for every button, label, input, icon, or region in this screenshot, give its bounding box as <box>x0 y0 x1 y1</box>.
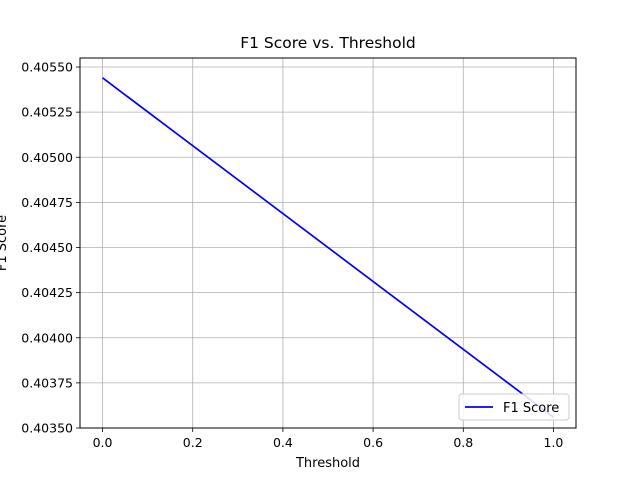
legend-label: F1 Score <box>503 401 559 416</box>
y-tick-label: 0.40425 <box>21 285 73 300</box>
y-tick-label: 0.40350 <box>21 421 73 436</box>
x-axis-label: Threshold <box>295 456 360 471</box>
y-tick-label: 0.40525 <box>21 105 73 120</box>
y-axis-label: F1 Score <box>0 215 10 271</box>
y-tick-label: 0.40450 <box>21 240 73 255</box>
x-tick-label: 0.8 <box>453 435 473 450</box>
y-tick-label: 0.40475 <box>21 195 73 210</box>
chart-title: F1 Score vs. Threshold <box>240 34 416 52</box>
legend: F1 Score <box>458 393 570 421</box>
plot-frame <box>79 57 577 429</box>
series-line-f1-score <box>102 77 554 418</box>
series-layer <box>102 77 554 418</box>
y-tick-label: 0.40550 <box>21 60 73 75</box>
x-tick-label: 1.0 <box>544 435 564 450</box>
x-tick-label: 0.6 <box>363 435 383 450</box>
x-tick-label: 0.0 <box>93 435 113 450</box>
x-tick-label: 0.4 <box>273 435 293 450</box>
y-axis-ticks: 0.40350 0.40375 0.40400 0.40425 0.40450 0.404… <box>21 60 80 436</box>
y-tick-label: 0.40375 <box>21 375 73 390</box>
y-tick-label: 0.40400 <box>21 330 73 345</box>
y-tick-label: 0.40500 <box>21 150 73 165</box>
x-axis-ticks: 0.0 0.2 0.4 0.6 0.8 1.0 <box>93 428 564 450</box>
legend-box <box>458 393 570 421</box>
x-tick-label: 0.2 <box>183 435 203 450</box>
